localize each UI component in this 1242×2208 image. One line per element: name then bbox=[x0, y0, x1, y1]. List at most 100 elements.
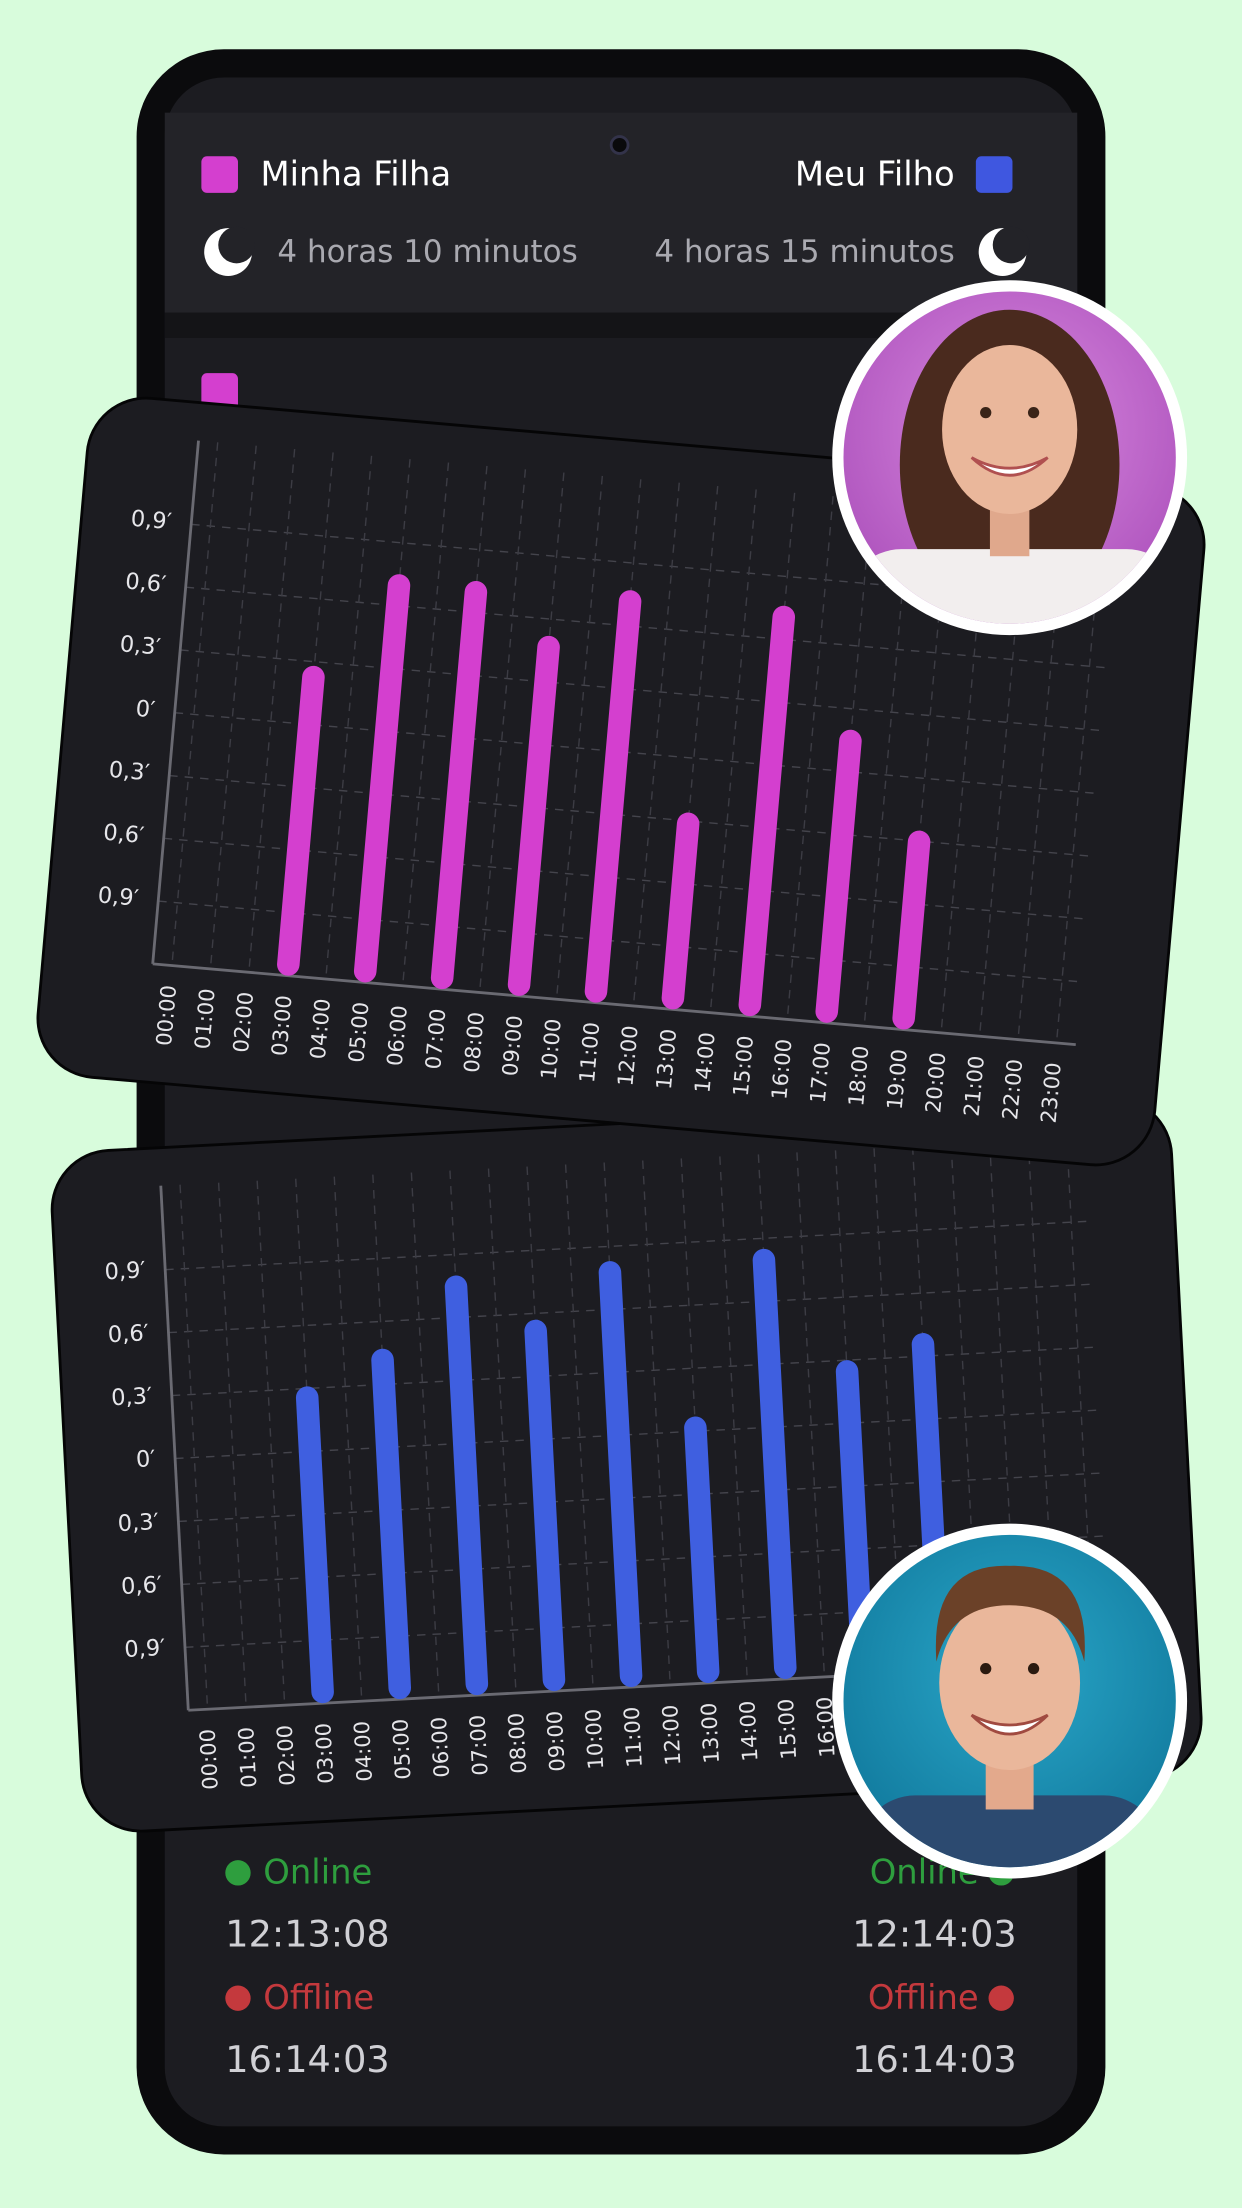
y-tick-label: 0,3′ bbox=[119, 631, 162, 660]
bar bbox=[598, 1261, 643, 1688]
online-time: 12:14:03 bbox=[852, 1913, 1016, 1956]
online-label: Online bbox=[263, 1853, 372, 1892]
grid-line-vertical bbox=[709, 489, 757, 1013]
eye bbox=[1027, 406, 1040, 419]
x-tick-label: 09:00 bbox=[497, 1014, 527, 1077]
x-tick-label: 21:00 bbox=[959, 1055, 989, 1118]
grid-line-vertical bbox=[325, 455, 373, 980]
hair bbox=[935, 1565, 1085, 1662]
axis-y bbox=[159, 1185, 190, 1711]
offline-dot bbox=[225, 1985, 251, 2011]
y-tick-label: 0,6′ bbox=[120, 1572, 162, 1600]
grid-line-vertical bbox=[564, 1164, 594, 1690]
status: Online 12:13:08 Offline 16:14:03 Online … bbox=[225, 1853, 1016, 2081]
x-tick-label: 07:00 bbox=[464, 1714, 492, 1776]
bar bbox=[295, 1386, 334, 1704]
offline-time: 16:14:03 bbox=[852, 2038, 1016, 2081]
grid-line-vertical bbox=[333, 1176, 363, 1702]
x-tick-label: 00:00 bbox=[195, 1728, 223, 1790]
y-tick-label: 0,3′ bbox=[108, 757, 151, 786]
grid-line-vertical bbox=[179, 1184, 209, 1710]
x-tick-label: 05:00 bbox=[343, 1001, 373, 1064]
bar bbox=[524, 1319, 566, 1692]
x-tick-label: 15:00 bbox=[773, 1698, 801, 1760]
x-tick-label: 06:00 bbox=[426, 1716, 454, 1778]
bar bbox=[430, 580, 488, 990]
x-tick-label: 03:00 bbox=[310, 1722, 338, 1784]
grid-line-vertical bbox=[209, 445, 257, 970]
bar bbox=[584, 590, 642, 1003]
x-tick-label: 18:00 bbox=[843, 1045, 873, 1108]
x-tick-label: 16:00 bbox=[766, 1038, 796, 1101]
x-tick-label: 02:00 bbox=[228, 991, 258, 1054]
camera bbox=[609, 135, 630, 155]
x-tick-label: 01:00 bbox=[189, 987, 219, 1050]
axis-y bbox=[151, 440, 200, 965]
avatar-photo bbox=[843, 291, 1176, 624]
grid-line-vertical bbox=[217, 1182, 247, 1708]
x-tick-label: 11:00 bbox=[574, 1021, 604, 1084]
header: Minha Filha Meu Filho 4 horas 10 minutos… bbox=[201, 155, 1030, 276]
avatar-boy bbox=[832, 1523, 1188, 1879]
x-tick-label: 14:00 bbox=[689, 1031, 719, 1094]
offline-label: Offline bbox=[263, 1978, 374, 2017]
child-name: Meu Filho bbox=[795, 155, 955, 194]
bar bbox=[353, 574, 411, 983]
x-tick-label: 14:00 bbox=[734, 1700, 762, 1762]
grid-line-vertical bbox=[248, 449, 296, 973]
x-tick-label: 13:00 bbox=[696, 1702, 724, 1764]
moon-icon-cut bbox=[218, 226, 255, 264]
face bbox=[942, 345, 1078, 514]
x-tick-label: 02:00 bbox=[272, 1724, 300, 1786]
sleep-duration: 4 horas 15 minutos bbox=[654, 234, 954, 270]
x-tick-label: 10:00 bbox=[536, 1018, 566, 1081]
bar bbox=[507, 635, 560, 996]
bar bbox=[444, 1275, 489, 1696]
shirt bbox=[844, 549, 1176, 624]
x-tick-label: 12:00 bbox=[612, 1024, 642, 1087]
grid-line-vertical bbox=[555, 475, 604, 1000]
x-tick-label: 04:00 bbox=[349, 1720, 377, 1782]
y-tick-label: 0,9′ bbox=[97, 882, 140, 911]
x-tick-label: 23:00 bbox=[1036, 1061, 1066, 1124]
grid-line-vertical bbox=[487, 1168, 517, 1694]
x-tick-label: 09:00 bbox=[542, 1710, 570, 1772]
bar bbox=[738, 605, 796, 1017]
grid-line-vertical bbox=[940, 509, 988, 1033]
grid-line-vertical bbox=[642, 1160, 671, 1686]
x-tick-label: 17:00 bbox=[805, 1041, 835, 1104]
y-tick-label: 0,3′ bbox=[111, 1383, 153, 1411]
y-tick-label: 0,9′ bbox=[124, 1635, 166, 1663]
y-tick-label: 0,9′ bbox=[130, 506, 173, 535]
smile bbox=[970, 1713, 1049, 1736]
x-tick-label: 15:00 bbox=[728, 1034, 758, 1097]
bar bbox=[371, 1348, 412, 1700]
bar bbox=[835, 1360, 874, 1675]
moon-icon-cut bbox=[992, 226, 1030, 264]
bar bbox=[752, 1248, 797, 1679]
x-tick-label: 04:00 bbox=[305, 997, 335, 1060]
grid-line-vertical bbox=[256, 1180, 286, 1706]
sleep-duration: 4 horas 10 minutos bbox=[277, 234, 577, 270]
grid-line-vertical bbox=[978, 512, 1027, 1037]
bar bbox=[684, 1416, 720, 1683]
offline-time: 16:14:03 bbox=[225, 2038, 389, 2081]
jacket bbox=[858, 1795, 1161, 1868]
eye bbox=[1027, 1663, 1040, 1675]
x-tick-label: 00:00 bbox=[151, 984, 181, 1047]
legend-swatch bbox=[201, 156, 238, 193]
grid-line-vertical bbox=[786, 496, 834, 1020]
y-tick-label: 0′ bbox=[135, 1446, 156, 1473]
offline-dot bbox=[988, 1985, 1014, 2011]
x-tick-label: 03:00 bbox=[266, 994, 296, 1057]
online-time: 12:13:08 bbox=[225, 1913, 389, 1956]
y-tick-label: 0′ bbox=[135, 696, 157, 724]
y-tick-label: 0,6′ bbox=[124, 568, 167, 597]
y-tick-label: 0,3′ bbox=[117, 1509, 159, 1537]
x-tick-label: 10:00 bbox=[580, 1708, 608, 1770]
hidden-square bbox=[201, 373, 238, 410]
smile bbox=[970, 456, 1049, 477]
x-tick-label: 22:00 bbox=[997, 1058, 1027, 1121]
